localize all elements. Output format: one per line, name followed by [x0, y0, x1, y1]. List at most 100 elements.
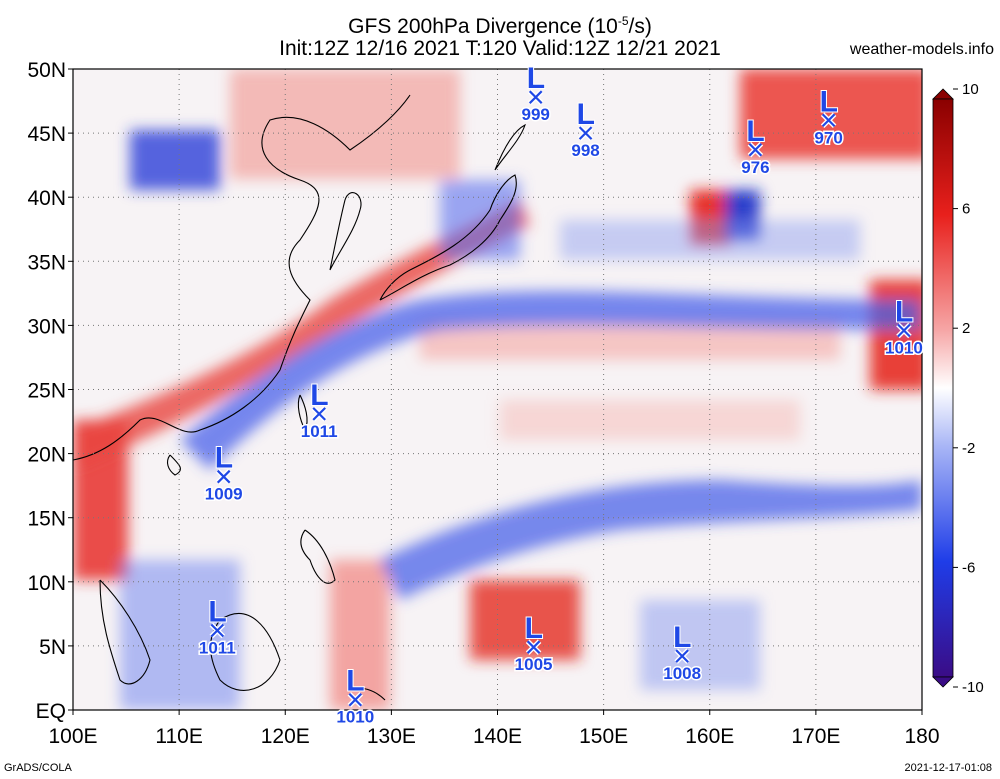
low-pressure-center: L 1011 [299, 378, 339, 443]
low-pressure-center: L 1010 [335, 664, 376, 729]
colorbar-label: -6 [962, 559, 975, 576]
low-symbol: L [895, 296, 913, 329]
plot-area [73, 69, 922, 710]
hokkaido-coastline [494, 123, 526, 171]
japan-coastline [379, 174, 517, 301]
latitude-tick-label: 30N [27, 315, 66, 338]
colorbar-labels: 10 6 2 -2 -6 -10 [953, 81, 984, 696]
low-pressure-value: 976 [741, 158, 769, 177]
colorbar-bottom-cap [932, 676, 954, 688]
colorbar: 10 6 2 -2 -6 -10 [932, 81, 984, 696]
low-pressure-value: 970 [814, 128, 842, 147]
low-center-x-icon [897, 323, 911, 338]
low-pressure-value: 998 [571, 141, 599, 160]
low-center-x-icon [216, 469, 231, 484]
title-unit: /s) [628, 15, 652, 38]
asia-coastline [73, 94, 411, 461]
latitude-tick-label: 45N [27, 123, 66, 146]
hainan-coastline [166, 454, 181, 476]
divergence-positive-area [740, 69, 922, 159]
longitude-tick-label: 100E [48, 725, 97, 748]
low-pressure-value: 1011 [301, 422, 338, 441]
low-symbol: L [208, 596, 226, 629]
longitude-tick-label: 110E [155, 725, 203, 748]
low-pressure-center: L 1010 [884, 295, 925, 360]
longitude-tick-label: 170E [791, 725, 840, 748]
longitude-tick-label: 180 [904, 725, 939, 748]
low-pressure-center: L 1009 [203, 441, 244, 506]
low-center-x-icon [675, 649, 689, 663]
low-center-x-icon [210, 623, 225, 638]
title-exponent: -5 [617, 14, 629, 28]
divergence-negative-band [380, 480, 922, 600]
divergence-positive-area [870, 280, 922, 390]
low-pressure-center: L 1011 [197, 595, 237, 660]
latitude-tick-label: 25N [27, 380, 66, 403]
sulawesi-coastline [349, 687, 386, 701]
divergence-negative-area [130, 130, 220, 190]
title-text: GFS 200hPa Divergence (10 [348, 15, 618, 38]
philippines-coastline [300, 529, 336, 584]
latitude-tick-label: 35N [27, 251, 66, 274]
low-pressure-center: L 998 [570, 97, 601, 162]
low-pressure-value: 1011 [199, 639, 236, 658]
low-pressure-center: L 1008 [662, 620, 703, 685]
low-center-x-icon [312, 407, 326, 421]
colorbar-label: -2 [962, 440, 975, 457]
chart-subtitle: Init:12Z 12/16 2021 T:120 Valid:12Z 12/2… [279, 37, 721, 60]
low-pressure-center: L 970 [813, 84, 844, 149]
divergence-positive-area [470, 580, 580, 660]
low-pressure-value: 1009 [205, 485, 243, 504]
low-pressure-center: L 1005 [513, 611, 554, 676]
korea-coastline [329, 192, 362, 271]
low-pressure-markers: L 999 L 998 L 976 L 970 L 1010 L 1011 L 1009 L 1011 L 100… [197, 61, 925, 729]
latitude-tick-label: EQ [36, 700, 66, 723]
site-credit: weather-models.info [849, 41, 994, 58]
low-center-x-icon [526, 640, 541, 654]
low-pressure-center: L 999 [520, 61, 551, 126]
latitude-tick-label: 20N [27, 444, 66, 467]
longitude-tick-label: 150E [579, 725, 628, 748]
low-center-x-icon [348, 692, 363, 707]
low-symbol: L [820, 85, 838, 118]
longitude-tick-label: 140E [473, 725, 522, 748]
divergence-negative-area [640, 600, 760, 690]
low-symbol: L [673, 621, 691, 654]
timestamp: 2021-12-17-01:08 [904, 762, 992, 774]
colorbar-label: 6 [962, 201, 970, 218]
low-symbol: L [746, 115, 764, 148]
latitude-tick-label: 15N [27, 508, 66, 531]
latitude-tick-label: 10N [27, 572, 66, 595]
colorbar-top-cap [932, 88, 954, 100]
latitude-tick-label: 40N [27, 187, 66, 210]
low-symbol: L [577, 98, 595, 131]
low-symbol: L [310, 379, 328, 412]
gridlines [68, 68, 923, 715]
coastlines [73, 94, 526, 701]
longitude-tick-label: 120E [261, 725, 310, 748]
low-pressure-center: L 976 [740, 114, 771, 179]
axis-labels: 100E 110E 120E 130E 140E 150E 160E 170E 180 EQ 5N 1… [27, 59, 939, 748]
low-symbol: L [346, 665, 364, 698]
colorbar-scale [932, 98, 954, 678]
low-pressure-value: 1010 [336, 708, 374, 727]
borneo-coastline [209, 613, 281, 691]
low-pressure-value: 1008 [663, 664, 701, 683]
low-symbol: L [525, 612, 543, 645]
chart-title: GFS 200hPa Divergence (10-5/s) [0, 9, 1000, 39]
software-credit: GrADS/COLA [4, 762, 72, 774]
divergence-negative-area [440, 180, 520, 260]
longitude-tick-label: 130E [367, 725, 416, 748]
low-pressure-value: 999 [522, 105, 550, 124]
low-center-x-icon [528, 90, 543, 104]
colorbar-label: 2 [962, 320, 970, 337]
divergence-negative-band [180, 291, 920, 470]
low-center-x-icon [821, 113, 836, 128]
plot-frame [72, 68, 923, 711]
colorbar-label: 10 [962, 81, 979, 98]
colorbar-label: -10 [962, 679, 984, 696]
low-center-x-icon [578, 126, 593, 140]
taiwan-coastline [297, 394, 308, 432]
longitude-tick-label: 160E [685, 725, 734, 748]
